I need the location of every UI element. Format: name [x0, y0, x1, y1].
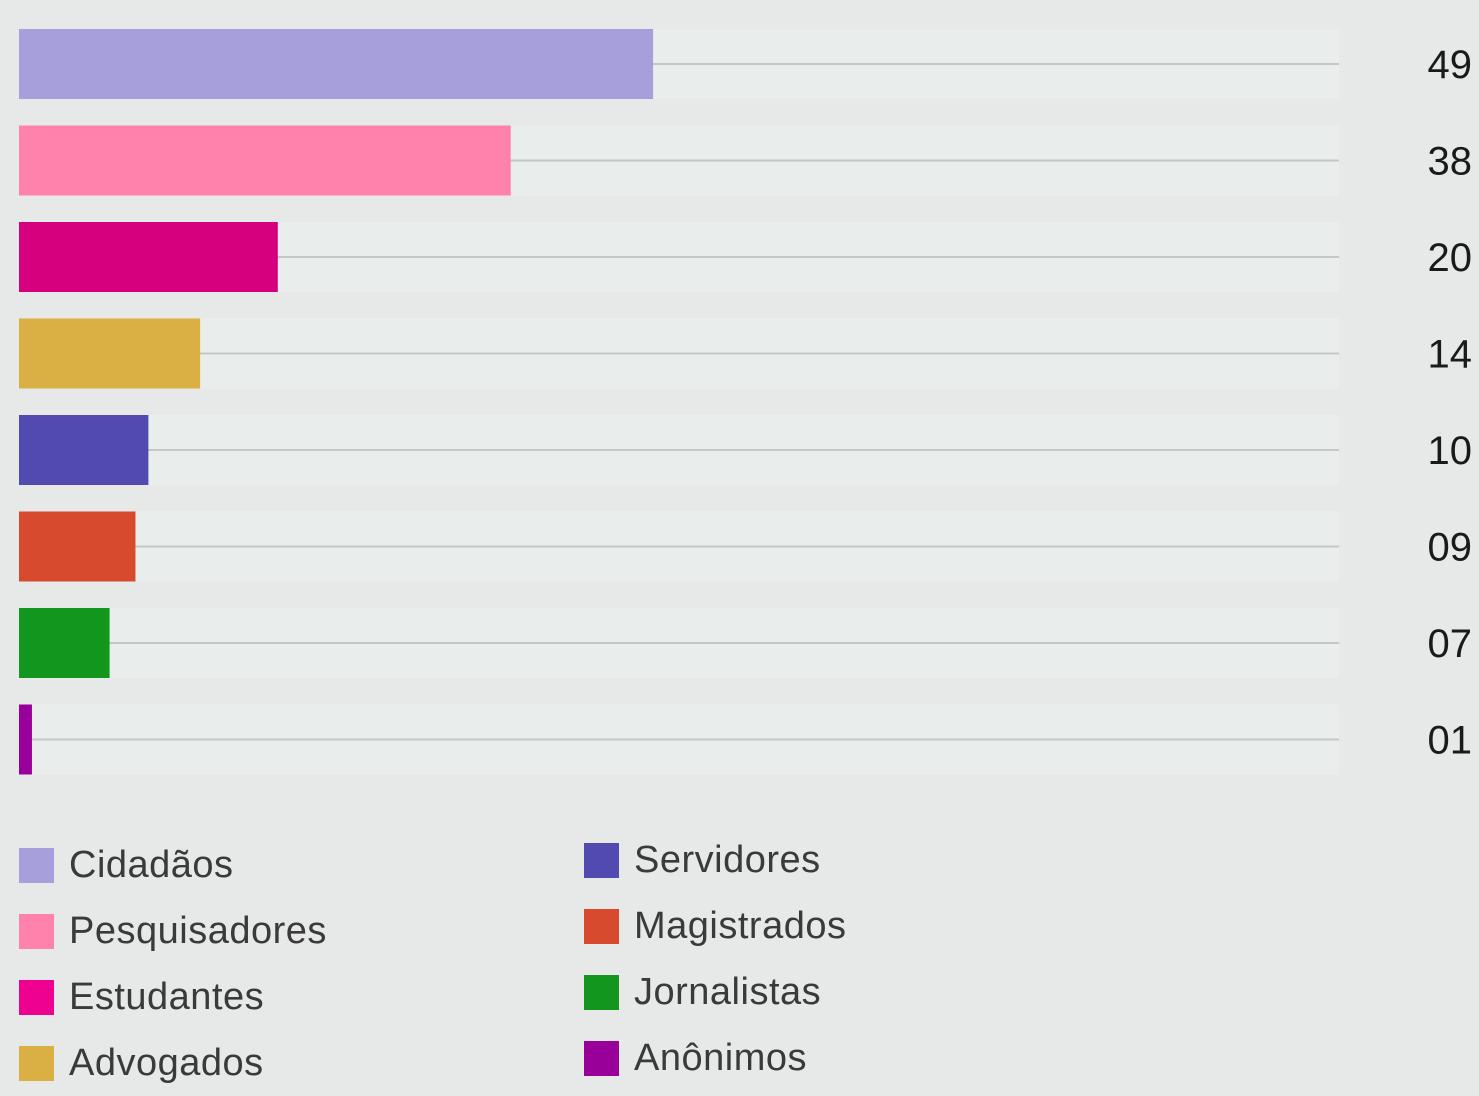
legend-swatch: [584, 908, 619, 944]
legend-label: Advogados: [69, 1041, 264, 1084]
value-label-jornalistas: 07: [1428, 622, 1473, 666]
value-label-cidadaos: 49: [1428, 43, 1473, 87]
bar-servidores: [19, 415, 149, 485]
legend-label: Cidadãos: [69, 843, 234, 886]
value-label-magistrados: 09: [1428, 526, 1473, 570]
bar-chart: 49 38 20 14 10 09 07 01: [19, 29, 1473, 775]
value-label-estudantes: 20: [1428, 236, 1473, 280]
legend-label: Servidores: [634, 838, 821, 881]
legend-item-pesquisadores: Pesquisadores: [19, 898, 327, 964]
value-label-advogados: 14: [1428, 333, 1473, 377]
value-label-anonimos: 01: [1428, 719, 1473, 763]
legend-item-anonimos: Anônimos: [584, 1025, 846, 1091]
legend-swatch: [584, 842, 619, 878]
legend-swatch: [584, 974, 619, 1010]
bar-magistrados: [19, 511, 136, 582]
legend-item-servidores: Servidores: [584, 827, 846, 893]
bar-cidadaos: [19, 29, 654, 99]
bar-anonimos: [19, 704, 32, 775]
bar-advogados: [19, 318, 201, 389]
bar-jornalistas: [19, 608, 110, 678]
legend-label: Anônimos: [634, 1036, 807, 1079]
legend-column-left: Cidadãos Pesquisadores Estudantes Advoga…: [19, 832, 327, 1096]
legend-label: Jornalistas: [634, 970, 822, 1013]
value-label-servidores: 10: [1428, 429, 1473, 473]
legend-label: Estudantes: [69, 975, 265, 1018]
legend-item-estudantes: Estudantes: [19, 964, 327, 1030]
legend-label: Magistrados: [634, 904, 847, 947]
bar-pesquisadores: [19, 125, 511, 196]
legend-swatch: [19, 913, 54, 949]
legend-swatch: [584, 1040, 619, 1076]
legend-swatch: [19, 1045, 54, 1081]
legend-label: Pesquisadores: [69, 909, 327, 952]
legend-swatch: [19, 979, 54, 1015]
legend-swatch: [19, 847, 54, 883]
legend-column-right: Servidores Magistrados Jornalistas Anôni…: [584, 827, 846, 1091]
bar-estudantes: [19, 222, 278, 292]
legend-item-jornalistas: Jornalistas: [584, 959, 846, 1025]
legend-item-magistrados: Magistrados: [584, 893, 846, 959]
legend-item-cidadaos: Cidadãos: [19, 832, 327, 898]
legend-item-advogados: Advogados: [19, 1030, 327, 1096]
value-label-pesquisadores: 38: [1428, 140, 1473, 184]
